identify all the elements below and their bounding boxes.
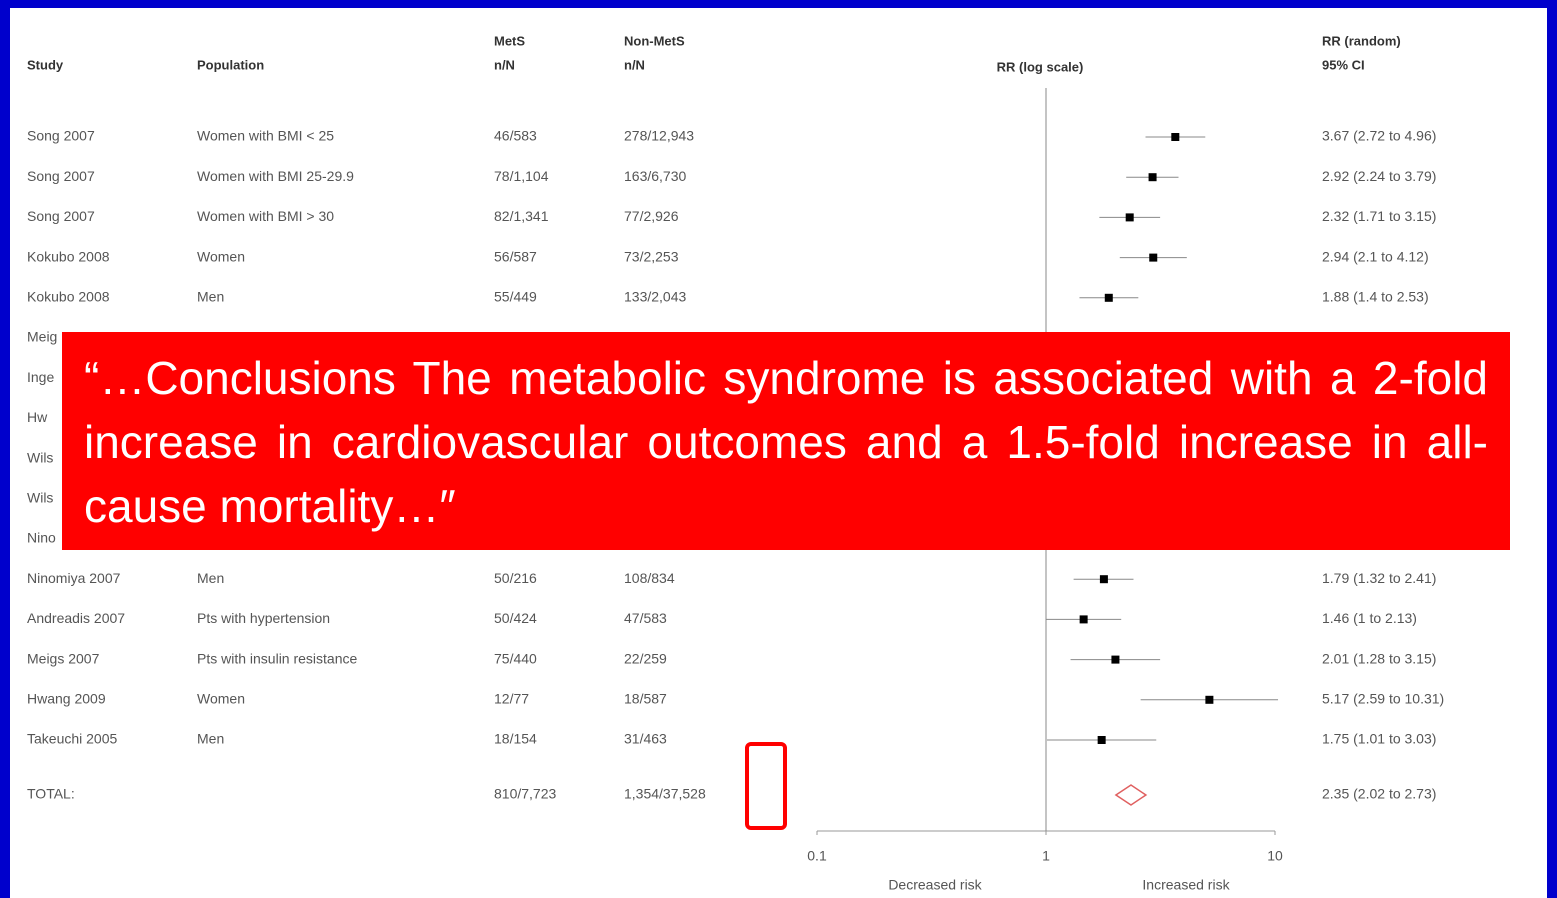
cell-mets: 46/583 bbox=[494, 128, 537, 144]
cell-mets: 78/1,104 bbox=[494, 168, 549, 184]
cell-mets: 55/449 bbox=[494, 289, 537, 305]
cell-study: Ninomiya 2007 bbox=[27, 570, 121, 586]
obscured-row: Wils bbox=[27, 490, 53, 506]
obscured-row: Wils bbox=[27, 449, 53, 465]
cell-ci_label: 2.94 (2.1 to 4.12) bbox=[1322, 248, 1429, 264]
cell-mets: 50/216 bbox=[494, 570, 537, 586]
cell-ci_label: 2.01 (1.28 to 3.15) bbox=[1322, 650, 1436, 666]
cell-nonmets: 18/587 bbox=[624, 691, 667, 707]
cell-ci_label: 3.67 (2.72 to 4.96) bbox=[1322, 128, 1436, 144]
annotation: Decreased risk bbox=[888, 877, 982, 893]
header-mets: MetS bbox=[494, 33, 525, 48]
header-nonmets: n/N bbox=[624, 57, 645, 72]
cell-nonmets: 47/583 bbox=[624, 610, 667, 626]
obscured-row: Inge bbox=[27, 369, 54, 385]
cell-nonmets: 73/2,253 bbox=[624, 248, 679, 264]
cell-nonmets: 278/12,943 bbox=[624, 128, 694, 144]
point-estimate bbox=[1099, 575, 1108, 584]
cell-population: Women with BMI < 25 bbox=[197, 128, 334, 144]
point-estimate bbox=[1149, 253, 1158, 262]
cell-ci_label: 1.79 (1.32 to 2.41) bbox=[1322, 570, 1436, 586]
cell-population: Women bbox=[197, 691, 245, 707]
cell-mets: 56/587 bbox=[494, 248, 537, 264]
header-population: Population bbox=[197, 57, 264, 72]
cell-nonmets: 22/259 bbox=[624, 650, 667, 666]
cell-population: Men bbox=[197, 570, 224, 586]
total-mets: 810/7,723 bbox=[494, 786, 556, 802]
cell-nonmets: 108/834 bbox=[624, 570, 675, 586]
cell-nonmets: 31/463 bbox=[624, 731, 667, 747]
point-estimate bbox=[1205, 695, 1214, 704]
point-estimate bbox=[1104, 293, 1113, 302]
cell-study: Takeuchi 2005 bbox=[27, 731, 118, 747]
total-ci_label: 2.35 (2.02 to 2.73) bbox=[1322, 786, 1436, 802]
callout: “…Conclusions The metabolic syndrome is … bbox=[62, 332, 1510, 550]
total-study: TOTAL: bbox=[27, 786, 75, 802]
header-mets: n/N bbox=[494, 57, 515, 72]
cell-population: Pts with insulin resistance bbox=[197, 650, 358, 666]
cell-population: Women with BMI 25-29.9 bbox=[197, 168, 354, 184]
cell-mets: 50/424 bbox=[494, 610, 537, 626]
cell-ci_label: 1.75 (1.01 to 3.03) bbox=[1322, 731, 1436, 747]
point-estimate bbox=[1148, 173, 1157, 182]
cell-nonmets: 163/6,730 bbox=[624, 168, 686, 184]
cell-nonmets: 133/2,043 bbox=[624, 289, 686, 305]
obscured-row: Hw bbox=[27, 409, 48, 425]
point-estimate bbox=[1111, 655, 1120, 664]
cell-ci_label: 5.17 (2.59 to 10.31) bbox=[1322, 691, 1444, 707]
header-rr: RR (random) bbox=[1322, 33, 1401, 48]
cell-population: Men bbox=[197, 731, 224, 747]
total-nonmets: 1,354/37,528 bbox=[624, 786, 706, 802]
cell-study: Kokubo 2008 bbox=[27, 289, 110, 305]
x-tick-label: 10 bbox=[1267, 848, 1283, 864]
cell-ci_label: 2.92 (2.24 to 3.79) bbox=[1322, 168, 1436, 184]
cell-population: Pts with hypertension bbox=[197, 610, 330, 626]
header-rr: 95% CI bbox=[1322, 57, 1365, 72]
header-plot: RR (log scale) bbox=[997, 59, 1084, 74]
cell-study: Meigs 2007 bbox=[27, 650, 100, 666]
cell-study: Hwang 2009 bbox=[27, 691, 106, 707]
cell-study: Andreadis 2007 bbox=[27, 610, 125, 626]
point-estimate bbox=[1125, 213, 1134, 222]
header-study: Study bbox=[27, 57, 64, 72]
cell-ci_label: 2.32 (1.71 to 3.15) bbox=[1322, 208, 1436, 224]
cell-mets: 18/154 bbox=[494, 731, 537, 747]
point-estimate bbox=[1171, 133, 1180, 141]
x-tick-label: 1 bbox=[1042, 848, 1050, 864]
obscured-row: Meig bbox=[27, 329, 57, 345]
cell-ci_label: 1.46 (1 to 2.13) bbox=[1322, 610, 1417, 626]
point-estimate bbox=[1079, 615, 1088, 624]
cell-nonmets: 77/2,926 bbox=[624, 208, 679, 224]
x-tick-label: 0.1 bbox=[807, 848, 827, 864]
cell-study: Song 2007 bbox=[27, 168, 95, 184]
cell-mets: 82/1,341 bbox=[494, 208, 549, 224]
cell-mets: 75/440 bbox=[494, 650, 537, 666]
cell-population: Men bbox=[197, 289, 224, 305]
cell-mets: 12/77 bbox=[494, 691, 529, 707]
point-estimate bbox=[1097, 736, 1106, 744]
obscured-row: Nino bbox=[27, 530, 56, 546]
cell-population: Women with BMI > 30 bbox=[197, 208, 334, 224]
total-diamond bbox=[1114, 784, 1148, 806]
annotation: Increased risk bbox=[1142, 877, 1230, 893]
highlight-box bbox=[745, 742, 787, 830]
cell-ci_label: 1.88 (1.4 to 2.53) bbox=[1322, 289, 1429, 305]
cell-population: Women bbox=[197, 248, 245, 264]
cell-study: Song 2007 bbox=[27, 128, 95, 144]
header-nonmets: Non-MetS bbox=[624, 33, 685, 48]
cell-study: Song 2007 bbox=[27, 208, 95, 224]
cell-study: Kokubo 2008 bbox=[27, 248, 110, 264]
